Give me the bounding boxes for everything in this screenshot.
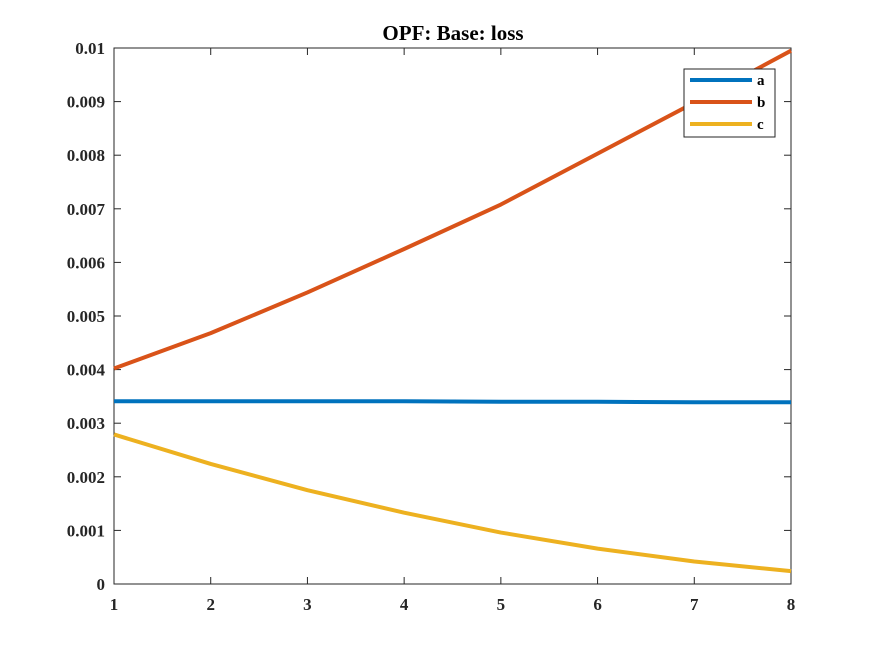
data-point-b: [209, 331, 213, 335]
series-line-a: [114, 399, 791, 405]
x-tick-label: 3: [303, 595, 312, 614]
data-point-c: [692, 559, 696, 563]
y-tick-label: 0.004: [67, 361, 106, 380]
data-point-c: [789, 569, 793, 573]
y-tick-label: 0.008: [67, 146, 105, 165]
x-tick-label: 1: [110, 595, 119, 614]
data-point-a: [305, 399, 309, 403]
y-tick-label: 0.01: [75, 39, 105, 58]
series-lines: [112, 48, 793, 574]
x-axis: 1 2 3 4 5 6 7 8: [110, 48, 796, 614]
y-tick-label: 0.007: [67, 200, 106, 219]
data-point-b: [305, 290, 309, 294]
y-tick-label: 0: [97, 575, 106, 594]
data-point-c: [402, 511, 406, 515]
data-point-c: [112, 432, 116, 436]
x-tick-label: 7: [690, 595, 699, 614]
x-tick-label: 2: [206, 595, 215, 614]
data-point-b: [112, 367, 116, 371]
series-line-c: [113, 432, 792, 574]
data-point-a: [209, 399, 213, 403]
data-point-c: [305, 488, 309, 492]
y-tick-label: 0.003: [67, 414, 105, 433]
chart-title: OPF: Base: loss: [382, 21, 523, 45]
data-point-a: [112, 399, 116, 403]
x-tick-label: 4: [400, 595, 409, 614]
data-point-c: [209, 462, 213, 466]
data-point-b: [596, 152, 600, 156]
y-tick-label: 0.009: [67, 93, 105, 112]
legend-label-b: b: [757, 95, 765, 111]
y-axis: 0 0.001 0.002 0.003 0.004 0.005 0.006 0.007 0.00…: [67, 39, 791, 594]
x-tick-label: 5: [497, 595, 506, 614]
data-point-a: [692, 400, 696, 404]
legend-label-c: c: [757, 117, 764, 133]
data-point-b: [499, 203, 503, 207]
legend-label-a: a: [757, 73, 765, 89]
data-point-a: [789, 400, 793, 404]
data-point-c: [499, 531, 503, 535]
data-point-a: [596, 400, 600, 404]
data-point-a: [402, 399, 406, 403]
y-tick-label: 0.005: [67, 307, 105, 326]
data-point-b: [402, 247, 406, 251]
x-tick-label: 6: [593, 595, 602, 614]
y-tick-label: 0.001: [67, 521, 105, 540]
legend: abc: [683, 68, 776, 138]
y-tick-label: 0.006: [67, 253, 105, 272]
data-point-b: [789, 49, 793, 53]
data-point-a: [499, 400, 503, 404]
y-tick-label: 0.002: [67, 468, 105, 487]
x-tick-label: 8: [787, 595, 796, 614]
series-line-b: [113, 48, 792, 371]
data-point-c: [596, 547, 600, 551]
